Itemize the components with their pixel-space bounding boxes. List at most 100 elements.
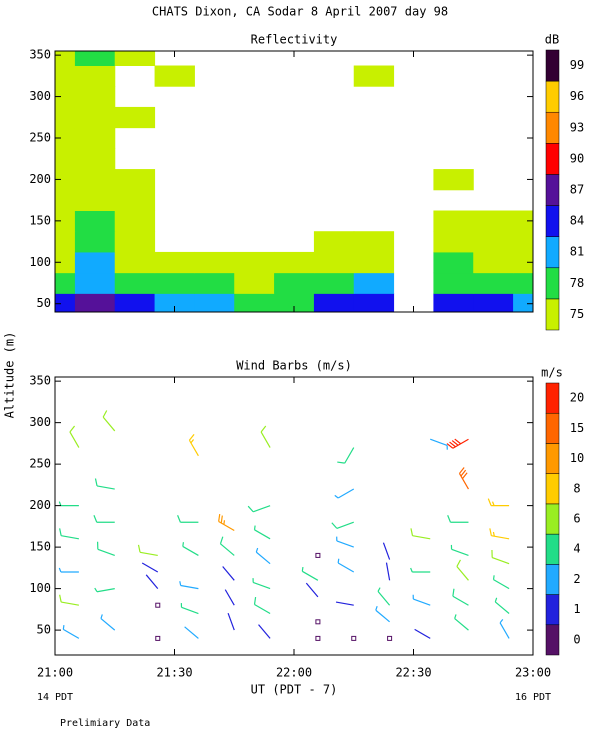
barb-staff xyxy=(500,623,509,639)
wind-barb xyxy=(415,629,431,638)
contour-area xyxy=(35,45,553,315)
wind-barb xyxy=(338,559,354,572)
wind-barb xyxy=(411,528,430,539)
colorbar-swatch xyxy=(546,564,559,594)
wind-barb xyxy=(59,568,79,572)
y-tick-label: 200 xyxy=(29,498,51,512)
contour-cell xyxy=(354,252,394,273)
colorbar-label: 4 xyxy=(573,542,580,556)
barb-staff xyxy=(181,585,199,588)
wind-barb xyxy=(59,502,79,506)
calm-marker xyxy=(156,603,160,607)
barb-staff xyxy=(142,563,158,572)
colorbar-label: 8 xyxy=(573,481,580,495)
wind-barb xyxy=(98,542,115,556)
x-tick-label: 21:00 xyxy=(37,666,73,680)
wind-barb xyxy=(336,602,354,605)
contour-cell xyxy=(155,273,195,294)
wind-barb xyxy=(411,568,431,572)
barb-feather xyxy=(411,568,413,572)
wind-barb xyxy=(253,578,270,588)
barb-feather xyxy=(255,597,256,604)
barb-feather xyxy=(448,515,451,522)
calm-marker xyxy=(156,636,160,640)
barb-staff xyxy=(259,625,271,639)
wind-barb xyxy=(139,545,158,556)
calm-marker xyxy=(316,636,320,640)
barb-staff xyxy=(146,575,158,589)
barb-feather xyxy=(180,581,181,585)
calm-marker xyxy=(316,553,320,557)
wind-barb xyxy=(228,613,234,630)
contour-cell xyxy=(433,273,473,294)
barb-staff xyxy=(181,607,198,613)
wind-barb xyxy=(225,590,234,606)
wind-barb xyxy=(448,515,469,522)
barb-staff xyxy=(413,599,430,605)
wind-barb xyxy=(101,614,115,630)
y-tick-label: 300 xyxy=(29,415,51,429)
wind-barb xyxy=(248,506,270,512)
barb-feather xyxy=(455,614,456,618)
contour-cell xyxy=(75,231,115,252)
barb-feather xyxy=(59,568,61,572)
contour-cell xyxy=(75,190,115,211)
barb-staff xyxy=(386,563,389,581)
colorbar-swatch xyxy=(546,413,559,443)
wind-barb xyxy=(500,619,509,638)
x-tick-label: 23:00 xyxy=(515,666,551,680)
wind-barb xyxy=(453,589,469,605)
wind-barb xyxy=(316,636,320,640)
wind-barb xyxy=(459,468,468,490)
wind-barb xyxy=(146,575,158,589)
barb-feather xyxy=(457,560,461,567)
barb-staff xyxy=(430,439,447,445)
contour-cell xyxy=(314,293,354,314)
wind-barb xyxy=(95,588,115,592)
wind-barb xyxy=(178,515,199,522)
panel-title: Wind Barbs (m/s) xyxy=(236,359,352,373)
barb-staff xyxy=(378,591,390,605)
barb-staff xyxy=(255,605,271,614)
colorbar-label: 10 xyxy=(570,451,584,465)
barb-staff xyxy=(253,582,270,588)
colorbar-swatch xyxy=(546,174,559,205)
contour-cell xyxy=(75,107,115,128)
barb-feather xyxy=(220,537,222,544)
y-tick-label: 350 xyxy=(29,48,51,62)
barb-staff xyxy=(63,629,79,638)
barb-feather xyxy=(256,548,257,552)
barb-feather xyxy=(500,619,503,622)
plot-frame xyxy=(55,377,533,655)
barb-feather xyxy=(139,545,141,552)
barb-staff xyxy=(253,506,270,512)
y-tick-label: 50 xyxy=(37,623,51,637)
wind-barb xyxy=(447,439,469,448)
barb-feather xyxy=(488,499,491,506)
barb-feather xyxy=(337,462,344,463)
wind-barb xyxy=(142,563,158,572)
y-tick-label: 250 xyxy=(29,457,51,471)
colorbar-label: 2 xyxy=(573,572,580,586)
barb-feather xyxy=(221,516,222,523)
contour-cell xyxy=(354,273,394,294)
wind-barb xyxy=(488,499,509,506)
barb-staff xyxy=(255,530,271,539)
barb-feather xyxy=(178,515,181,522)
wind-barb xyxy=(378,588,390,606)
wind-barb xyxy=(223,567,235,581)
colorbar-swatch xyxy=(546,50,559,81)
barb-staff xyxy=(306,583,318,597)
barb-feather xyxy=(338,559,339,563)
barb-feather xyxy=(248,506,253,512)
wind-barb xyxy=(337,537,354,547)
colorbar-label: 20 xyxy=(570,391,584,405)
wind-barb xyxy=(386,563,389,581)
contour-cell xyxy=(115,231,155,252)
contour-cell xyxy=(115,293,155,314)
contour-cell xyxy=(433,169,473,190)
contour-cell xyxy=(75,169,115,190)
contour-cell xyxy=(75,148,115,169)
wind-barb xyxy=(495,598,509,614)
